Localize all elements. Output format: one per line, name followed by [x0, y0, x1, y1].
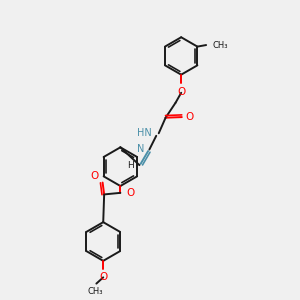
- Text: HN: HN: [137, 128, 152, 138]
- Text: N: N: [137, 144, 145, 154]
- Text: O: O: [90, 171, 98, 181]
- Text: O: O: [127, 188, 135, 198]
- Text: CH₃: CH₃: [213, 40, 229, 50]
- Text: CH₃: CH₃: [88, 287, 103, 296]
- Text: O: O: [99, 272, 107, 282]
- Text: H: H: [127, 160, 134, 169]
- Text: O: O: [186, 112, 194, 122]
- Text: O: O: [177, 87, 185, 97]
